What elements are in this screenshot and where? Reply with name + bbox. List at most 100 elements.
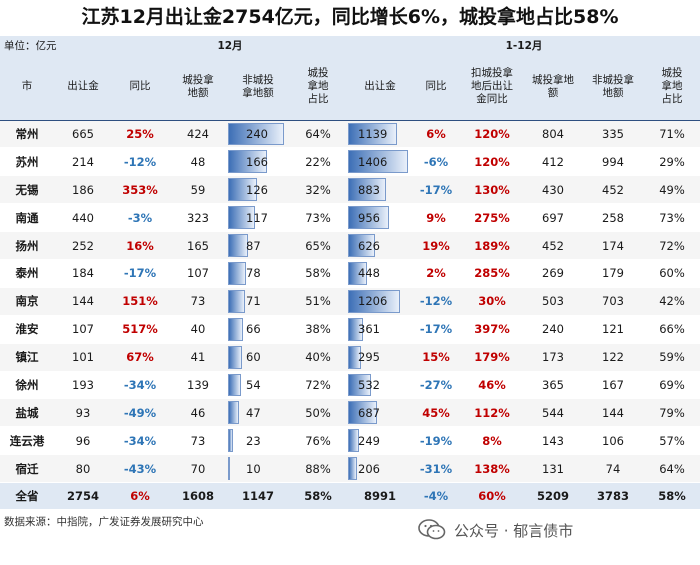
- unit-label: 单位：亿元: [0, 36, 112, 54]
- cell-city: 宿迁: [0, 454, 54, 484]
- data-label: 87: [246, 238, 261, 253]
- land-sale-table: 单位：亿元 12月 1-12月 市 出让金 同比 城投拿地额 非城投拿地额 城投…: [0, 36, 700, 509]
- cell-year-income: 883: [348, 175, 412, 205]
- cell-month-income: 144: [54, 287, 112, 316]
- data-bar-year-income: [348, 345, 361, 369]
- cell-year-non: 258: [582, 203, 644, 233]
- cell-city: 连云港: [0, 426, 54, 456]
- cell-year-yoy: 15%: [412, 343, 460, 372]
- cell-city: 无锡: [0, 175, 54, 205]
- cell-month-yoy: 517%: [112, 315, 168, 344]
- cell-year-income: 1206: [348, 287, 412, 316]
- cell-month-income: 93: [54, 398, 112, 428]
- cell-year-non: 167: [582, 371, 644, 400]
- cell-month-non: 71: [228, 287, 288, 316]
- data-label: 240: [246, 126, 268, 141]
- data-bar-month-non: [228, 289, 245, 313]
- data-label: 54: [246, 377, 261, 392]
- data-label: 10: [246, 461, 261, 476]
- total-month-non: 1147: [228, 482, 288, 509]
- cell-month-income: 214: [54, 147, 112, 177]
- cell-year-share: 29%: [644, 147, 700, 177]
- cell-year-ct: 365: [524, 371, 582, 400]
- cell-month-income: 440: [54, 203, 112, 233]
- data-label: 66: [246, 322, 261, 337]
- data-label: 1139: [358, 126, 388, 141]
- table-body: 常州 665 25% 424 240 64% 1139 6% 120% 804 335 71% 苏州 21…: [0, 120, 700, 484]
- unit-row: 单位：亿元 12月 1-12月: [0, 36, 700, 54]
- table-row: 徐州 193 -34% 139 54 72% 532 -27% 46% 365 167 69%: [0, 371, 700, 400]
- table-row: 泰州 184 -17% 107 78 58% 448 2% 285% 269 179 60%: [0, 259, 700, 288]
- cell-city: 常州: [0, 120, 54, 149]
- cell-month-ct: 107: [168, 259, 228, 288]
- cell-year-non: 179: [582, 259, 644, 288]
- data-label: 532: [358, 377, 380, 392]
- cell-year-share: 73%: [644, 203, 700, 233]
- data-label: 249: [358, 433, 380, 448]
- cell-year-yoy: -6%: [412, 147, 460, 177]
- data-label: 626: [358, 238, 380, 253]
- cell-year-income: 1139: [348, 120, 412, 149]
- data-bar-year-income: [348, 317, 364, 341]
- table-row: 连云港 96 -34% 73 23 76% 249 -19% 8% 143 106 57%: [0, 426, 700, 456]
- data-bar-month-non: [228, 401, 239, 425]
- data-bar-month-non: [228, 234, 249, 257]
- cell-month-non: 126: [228, 175, 288, 205]
- cell-year-income: 687: [348, 398, 412, 428]
- cell-month-yoy: -12%: [112, 147, 168, 177]
- cell-year-share: 66%: [644, 315, 700, 344]
- cell-month-non: 240: [228, 120, 288, 149]
- data-bar-month-non: [228, 457, 231, 481]
- table-row: 镇江 101 67% 41 60 40% 295 15% 179% 173 122 59%: [0, 343, 700, 372]
- cell-month-ct: 73: [168, 287, 228, 316]
- header-year-non: 非城投拿地额: [582, 54, 644, 121]
- data-label: 883: [358, 182, 380, 197]
- cell-year-income: 956: [348, 203, 412, 233]
- cell-month-non: 66: [228, 315, 288, 344]
- source-note: 数据来源：中指院，广发证券发展研究中心: [4, 516, 204, 528]
- cell-year-income: 448: [348, 259, 412, 288]
- header-month-income: 出让金: [54, 54, 112, 121]
- data-bar-year-income: [348, 122, 397, 146]
- cell-month-non: 47: [228, 398, 288, 428]
- total-row: 全省 2754 6% 1608 1147 58% 8991 -4% 60% 52…: [0, 482, 700, 509]
- cell-city: 镇江: [0, 343, 54, 372]
- cell-year-share: 42%: [644, 287, 700, 316]
- cell-year-non: 174: [582, 231, 644, 260]
- cell-city: 泰州: [0, 259, 54, 288]
- cell-month-non: 78: [228, 259, 288, 288]
- cell-year-ct: 544: [524, 398, 582, 428]
- cell-month-non: 117: [228, 203, 288, 233]
- data-bar-year-income: [348, 373, 371, 397]
- cell-city: 盐城: [0, 398, 54, 428]
- data-bar-year-income: [348, 261, 368, 285]
- cell-month-non: 23: [228, 426, 288, 456]
- cell-month-income: 184: [54, 259, 112, 288]
- cell-year-non: 452: [582, 175, 644, 205]
- cell-year-share: 69%: [644, 371, 700, 400]
- cell-month-non: 87: [228, 231, 288, 260]
- header-month-yoy: 同比: [112, 54, 168, 121]
- data-label: 1406: [358, 154, 388, 169]
- total-city: 全省: [0, 482, 54, 509]
- cell-year-ct: 503: [524, 287, 582, 316]
- data-bar-month-non: [228, 261, 247, 285]
- data-label: 47: [246, 405, 261, 420]
- cell-year-non: 994: [582, 147, 644, 177]
- cell-year-yoy: 6%: [412, 120, 460, 149]
- data-label: 956: [358, 210, 380, 225]
- cell-month-share: 58%: [288, 259, 348, 288]
- cell-month-ct: 165: [168, 231, 228, 260]
- cell-year-share: 64%: [644, 454, 700, 484]
- data-bar-month-non: [228, 429, 234, 453]
- cell-year-ex: 397%: [460, 315, 524, 344]
- cell-year-ex: 275%: [460, 203, 524, 233]
- data-label: 448: [358, 266, 380, 281]
- cell-month-non: 60: [228, 343, 288, 372]
- cell-month-yoy: -17%: [112, 259, 168, 288]
- cell-year-income: 249: [348, 426, 412, 456]
- cell-month-income: 96: [54, 426, 112, 456]
- cell-month-share: 73%: [288, 203, 348, 233]
- total-year-ct: 5209: [524, 482, 582, 509]
- header-city: 市: [0, 54, 54, 121]
